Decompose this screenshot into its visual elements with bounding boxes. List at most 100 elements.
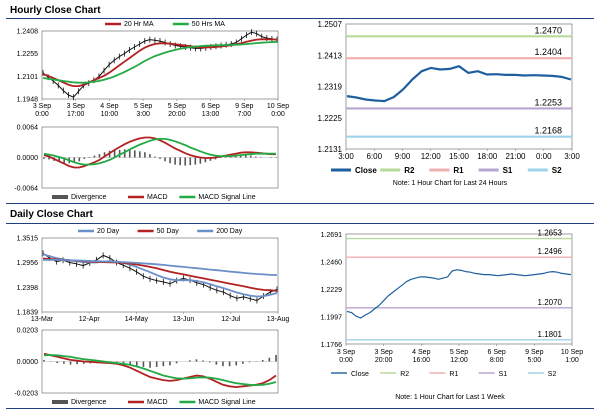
- daily_macd-y-tick-0-0000: 0.0000: [17, 359, 39, 366]
- daily-title-rule: [6, 223, 594, 224]
- hourly_price-x-tick-1: 3 Sep 17:00: [67, 103, 85, 118]
- daily_price-x-tick-0: 13-Mar: [31, 316, 54, 323]
- hourly_macd-y-tick-0-0064: -0.0064: [14, 186, 38, 193]
- daily_pivot-level-label-r1: 1.2496: [538, 247, 563, 256]
- hourly_pivot-legend-label-s2: S2: [552, 166, 562, 175]
- hourly_price-x-tick-6: 9 Sep 7:00: [235, 103, 253, 118]
- daily_pivot-legend-label-r2: R2: [400, 371, 409, 378]
- daily_price-series-200-day: [43, 259, 278, 276]
- daily_pivot-legend-label-s2: S2: [548, 371, 557, 378]
- bottom-rule: [6, 408, 594, 409]
- daily_pivot-legend-label-r1: R1: [449, 371, 458, 378]
- hourly_pivot-x-tick-3: 12:00: [421, 152, 442, 161]
- hourly_price-y-tick-1-1948: 1.1948: [17, 97, 39, 104]
- daily_pivot-x-tick-4: 6 Sep 8:00: [488, 349, 506, 364]
- hourly_price-x-tick-2: 4 Sep 10:00: [100, 103, 118, 118]
- hourly_macd-legend-swatch-divergence: [52, 195, 68, 199]
- hourly_pivot-level-label-s1: 1.2253: [534, 97, 562, 107]
- daily_price-x-tick-3: 13-Jun: [173, 316, 195, 323]
- daily_macd-y-tick-0-0203: -0.0203: [14, 391, 38, 398]
- hourly_pivot-x-tick-0: 3:00: [338, 152, 354, 161]
- daily_price-series-price: [42, 252, 278, 301]
- daily_pivot-x-tick-3: 5 Sep 12:00: [450, 349, 468, 364]
- daily_pivot-x-tick-0: 3 Sep 0:00: [337, 349, 355, 364]
- hourly_pivot-x-tick-4: 15:00: [449, 152, 470, 161]
- hourly_price-legend-label-20-hr-ma: 20 Hr MA: [124, 21, 154, 28]
- daily_pivot-x-tick-2: 4 Sep 16:00: [412, 349, 430, 364]
- daily-section-title: Daily Close Chart: [10, 209, 93, 220]
- hourly_pivot-level-label-s2: 1.2168: [534, 126, 562, 136]
- daily_macd-series-macd-signal-line: [43, 354, 277, 387]
- daily_price-y-tick-1-2956: 1.2956: [17, 260, 39, 267]
- daily_price-y-tick-1-3515: 1.3515: [17, 236, 39, 243]
- daily_macd-legend-label-macd: MACD: [147, 399, 168, 406]
- hourly_pivot-y-tick-1-2131: 1.2131: [318, 145, 343, 154]
- daily_pivot-series-close: [346, 269, 572, 319]
- daily_pivot-y-tick-1-1997: 1.1997: [321, 315, 343, 322]
- daily_price-x-tick-4: 12-Jul: [221, 316, 241, 323]
- hourly_pivot-level-label-r2: 1.2470: [534, 25, 562, 35]
- daily_price-legend-label-200-day: 200 Day: [216, 228, 243, 235]
- daily_pivot-x-tick-5: 9 Sep 5:00: [525, 349, 543, 364]
- hourly_macd-series-macd: [43, 136, 276, 169]
- hourly_pivot-x-tick-2: 9:00: [395, 152, 411, 161]
- daily_pivot-x-tick-6: 10 Sep 1:00: [561, 349, 583, 364]
- daily_pivot-level-label-s2: 1.1801: [538, 330, 563, 339]
- hourly_price-series-20-hr-ma: [42, 38, 278, 87]
- daily_pivot-y-tick-1-2229: 1.2229: [321, 287, 343, 294]
- daily_macd-series-macd: [43, 352, 277, 389]
- hourly_price-x-tick-0: 3 Sep 0:00: [33, 103, 51, 118]
- hourly-section-title: Hourly Close Chart: [10, 5, 101, 16]
- section-divider: [6, 203, 594, 204]
- hourly_pivot-y-tick-1-2507: 1.2507: [318, 20, 343, 29]
- hourly_price-y-tick-1-2408: 1.2408: [17, 29, 39, 36]
- daily_pivot-y-tick-1-2460: 1.2460: [321, 259, 343, 266]
- hourly_pivot-legend-label-s1: S1: [503, 166, 513, 175]
- hourly-pivot-note: Note: 1 Hour Chart for Last 24 Hours: [392, 180, 508, 187]
- daily_price-x-tick-5: 13-Aug: [267, 316, 290, 323]
- daily_price-x-tick-2: 14-May: [125, 316, 149, 323]
- hourly_macd-legend-label-macd: MACD: [147, 194, 168, 201]
- daily-pivot-note: Note: 1 Hour Chart for Last 1 Week: [395, 394, 505, 401]
- daily_price-y-tick-1-2398: 1.2398: [17, 285, 39, 292]
- hourly_price-x-tick-4: 5 Sep 20:00: [168, 103, 186, 118]
- daily_pivot-level-label-s1: 1.2070: [538, 298, 563, 307]
- hourly_price-series-50-hrs-ma: [42, 40, 278, 84]
- hourly_price-y-tick-1-2255: 1.2255: [17, 51, 39, 58]
- hourly_pivot-x-tick-6: 21:00: [505, 152, 526, 161]
- hourly_pivot-legend-label-r2: R2: [404, 166, 415, 175]
- daily_pivot-x-tick-1: 3 Sep 20:00: [375, 349, 393, 364]
- daily-macd-chart: 0.0203 0.0000 -0.0203 Divergence MACD MACD Si…: [14, 328, 279, 406]
- hourly_price-x-tick-5: 6 Sep 13:00: [201, 103, 219, 118]
- daily_pivot-level-label-r2: 1.2653: [538, 229, 563, 238]
- daily_pivot-legend-label-s1: S1: [499, 371, 508, 378]
- daily_pivot-legend-label-close: Close: [351, 371, 369, 378]
- hourly_pivot-x-tick-8: 3:00: [564, 152, 580, 161]
- daily_price-y-tick-1-1839: 1.1839: [17, 310, 39, 317]
- hourly_pivot-x-tick-7: 0:00: [536, 152, 552, 161]
- hourly_price-x-tick-3: 5 Sep 3:00: [134, 103, 152, 118]
- hourly_macd-legend-label-macd-signal-line: MACD Signal Line: [198, 194, 255, 201]
- daily_price-plot-frame: [41, 237, 279, 313]
- hourly_macd-y-tick-0-0000: 0.0000: [17, 155, 39, 162]
- daily_price-x-tick-1: 12-Apr: [79, 316, 101, 323]
- daily_price-series-50-day: [42, 257, 278, 292]
- hourly_price-x-tick-7: 10 Sep 0:00: [267, 103, 289, 118]
- hourly-macd-chart: 0.0064 0.0000 -0.0064 Divergence MACD MACD Si…: [14, 125, 279, 201]
- hourly_pivot-level-label-r1: 1.2404: [534, 47, 562, 57]
- hourly-title-rule: [6, 18, 594, 19]
- hourly_pivot-legend-label-close: Close: [355, 166, 377, 175]
- hourly_pivot-y-tick-1-2413: 1.2413: [318, 51, 343, 60]
- daily_macd-legend-label-macd-signal-line: MACD Signal Line: [198, 399, 255, 406]
- daily_macd-legend-swatch-divergence: [52, 400, 68, 404]
- daily_price-legend-label-50-day: 50 Day: [157, 228, 180, 235]
- hourly_price-legend-label-50-hrs-ma: 50 Hrs MA: [192, 21, 225, 28]
- hourly_price-plot-frame: [41, 30, 279, 100]
- hourly_pivot-x-tick-1: 6:00: [366, 152, 382, 161]
- hourly_pivot-y-tick-1-2319: 1.2319: [318, 83, 343, 92]
- hourly_macd-series-macd-signal-line: [43, 138, 276, 166]
